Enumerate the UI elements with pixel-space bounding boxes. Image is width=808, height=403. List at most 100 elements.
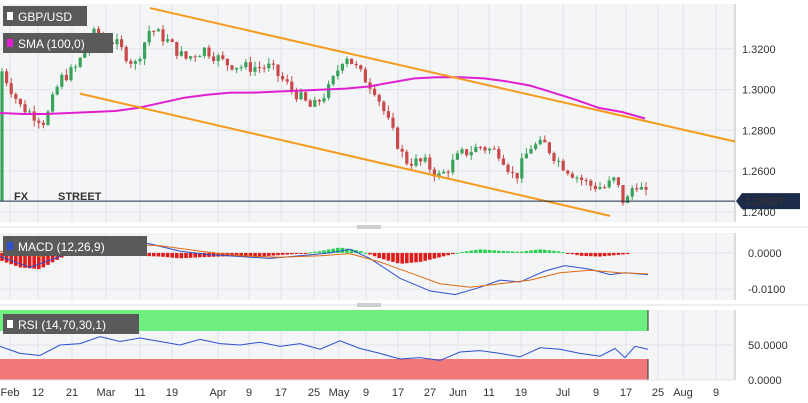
candle-body <box>644 187 648 190</box>
candle-body <box>97 28 101 35</box>
macd-bar <box>18 252 23 268</box>
y-tick-label: 1.3200 <box>742 44 776 56</box>
candle-body <box>28 111 32 113</box>
candle-body <box>363 69 367 83</box>
macd-bar <box>474 249 478 253</box>
candle-body <box>621 185 625 204</box>
macd-bar <box>244 252 248 257</box>
x-tick-27: 27 <box>424 387 436 399</box>
macd-bar <box>395 252 400 264</box>
candle-body <box>175 41 179 56</box>
macd-bar <box>437 252 441 258</box>
candle-body <box>152 30 156 32</box>
candle-body <box>492 148 496 150</box>
x-tick-9: 9 <box>713 387 719 399</box>
macd-bar <box>299 252 303 254</box>
x-tick-11: 11 <box>483 387 494 399</box>
candle-body <box>501 158 505 165</box>
legend-rsi-swatch <box>7 320 13 328</box>
macd-y-tick-label: 0.0000 <box>748 248 782 260</box>
candle-body <box>0 71 4 201</box>
macd-bar <box>451 252 455 255</box>
macd-bar <box>165 252 170 258</box>
candle-body <box>538 139 542 145</box>
macd-bar <box>483 249 487 253</box>
macd-bar <box>4 252 9 263</box>
macd-bar <box>418 252 423 262</box>
candle-body <box>497 148 501 159</box>
candle-body <box>350 58 354 64</box>
macd-bar <box>234 252 239 256</box>
current-price-tag <box>736 193 800 210</box>
candle-body <box>603 187 607 189</box>
macd-bar <box>556 251 561 253</box>
macd-bar <box>372 252 377 257</box>
macd-bar <box>363 252 368 254</box>
candle-body <box>258 67 262 69</box>
macd-bar <box>612 252 616 256</box>
candle-body <box>396 127 400 149</box>
candle-body <box>377 94 381 102</box>
candle-body <box>639 187 643 190</box>
macd-bar <box>510 251 515 253</box>
candle-body <box>373 88 377 95</box>
macd-bar <box>326 249 331 253</box>
macd-bar <box>602 252 607 257</box>
macd-bar <box>303 252 308 254</box>
macd-bar <box>198 252 202 258</box>
candle-body <box>276 64 280 77</box>
macd-bar <box>349 249 354 253</box>
x-tick-9: 9 <box>363 387 369 399</box>
candle-body <box>184 51 188 59</box>
macd-bar <box>621 252 625 255</box>
candle-body <box>336 70 340 77</box>
candle-body <box>580 177 584 181</box>
candle-body <box>170 39 174 42</box>
candle-body <box>488 148 492 151</box>
candle-body <box>575 177 579 179</box>
macd-bar <box>179 252 184 259</box>
macd-bar <box>308 252 312 254</box>
x-tick-25: 25 <box>652 387 664 399</box>
macd-bar <box>184 252 188 259</box>
candle-body <box>55 86 59 95</box>
macd-bar <box>322 250 326 253</box>
macd-bar <box>469 250 473 253</box>
candle-body <box>244 62 248 68</box>
macd-bar <box>170 252 174 258</box>
candle-body <box>248 62 252 72</box>
rsi-y-tick-label: 50.0000 <box>748 340 788 352</box>
candle-body <box>143 42 147 59</box>
macd-bar <box>359 251 363 253</box>
candle-body <box>281 76 285 80</box>
macd-bar <box>55 252 59 260</box>
macd-bar <box>414 252 418 263</box>
candle-body <box>51 94 55 112</box>
macd-bar <box>37 252 41 270</box>
candle-body <box>46 111 50 125</box>
candle-body <box>78 57 82 67</box>
candle-body <box>308 100 312 107</box>
x-tick-21: 21 <box>66 387 78 399</box>
candle-body <box>414 158 418 166</box>
macd-bar <box>280 252 285 255</box>
candle-body <box>557 160 561 162</box>
candle-body <box>359 65 363 70</box>
macd-bar <box>202 252 207 258</box>
macd-bar <box>317 251 322 253</box>
macd-bar <box>478 249 483 253</box>
macd-bar <box>50 252 55 263</box>
rsi-overbought-zone <box>0 310 648 331</box>
macd-bar <box>239 252 243 256</box>
macd-bar <box>294 252 299 254</box>
candle-body <box>405 151 409 164</box>
macd-bar <box>345 248 349 253</box>
candle-body <box>566 170 570 174</box>
candle-body <box>442 171 446 174</box>
candle-body <box>294 89 298 100</box>
candle-body <box>515 172 519 179</box>
macd-bar <box>262 252 266 257</box>
y-tick-label: 1.2600 <box>742 166 776 178</box>
candle-body <box>630 188 634 197</box>
